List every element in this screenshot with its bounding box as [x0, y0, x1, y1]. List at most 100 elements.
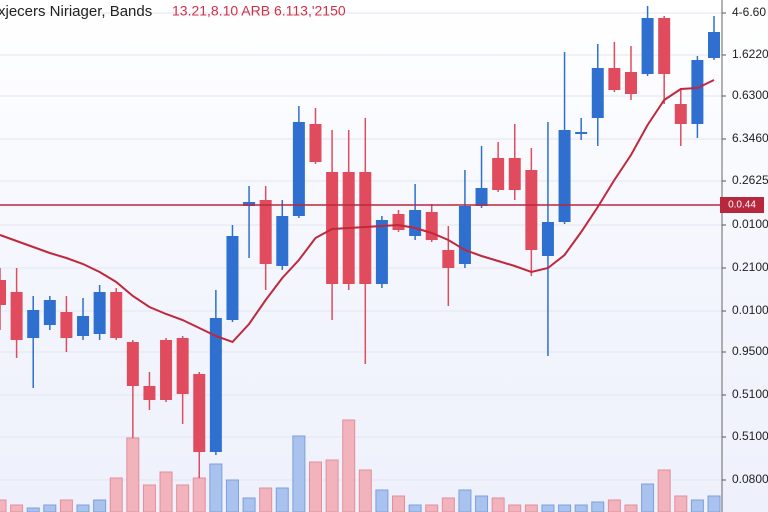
candle-body	[209, 318, 222, 452]
candle-body	[558, 130, 571, 222]
volume-bar	[707, 495, 721, 512]
candle-body	[160, 340, 173, 400]
candle-body	[591, 68, 604, 118]
volume-bar	[325, 459, 339, 512]
volume-bar	[458, 489, 472, 512]
volume-bar	[192, 477, 206, 512]
candle-body	[27, 310, 40, 338]
volume-bar	[93, 499, 107, 512]
candle-body	[243, 202, 256, 206]
candle-body	[110, 292, 123, 338]
volume-bar	[142, 484, 156, 512]
volume-bar	[624, 504, 638, 512]
y-tick-label: 6.3460	[732, 131, 768, 145]
candle-body	[60, 312, 73, 338]
y-tick-label: 4-6.60	[732, 5, 766, 19]
candle-body	[143, 386, 156, 400]
volume-bar	[491, 497, 505, 512]
candle-body	[10, 292, 23, 340]
y-tick-label: 1.6220	[732, 47, 768, 61]
candle-body	[442, 250, 455, 268]
y-tick-label: 0.0100	[732, 303, 768, 317]
volume-bar	[408, 504, 422, 512]
candle-body	[708, 32, 720, 58]
volume-bar	[524, 504, 538, 512]
candle-body	[43, 300, 56, 325]
volume-bar	[259, 487, 273, 512]
candle-body	[624, 72, 637, 94]
volume-bar	[308, 461, 322, 512]
volume-bar	[358, 469, 372, 512]
candle-body	[541, 222, 554, 256]
volume-bar	[225, 479, 239, 512]
volume-bar	[10, 504, 24, 512]
candle-body	[492, 158, 505, 190]
candle-body	[292, 122, 305, 216]
volume-bar	[558, 504, 572, 512]
volume-bar	[674, 495, 688, 512]
price-label-box	[720, 197, 764, 213]
y-tick-label: 0.2100	[732, 260, 768, 274]
volume-bar	[109, 477, 123, 512]
y-tick-label: 0.0800	[732, 472, 768, 486]
volume-bar	[441, 497, 455, 512]
volume-bar	[126, 437, 140, 512]
candle-body	[77, 316, 90, 336]
chart-title: xjecers Niriager, Bands	[0, 3, 152, 20]
volume-bar	[275, 487, 289, 512]
volume-bar	[607, 499, 621, 512]
candle-body	[93, 292, 106, 334]
moving-average	[0, 79, 715, 344]
candle-body	[392, 214, 405, 230]
volume-bar	[690, 499, 704, 512]
candle-body	[375, 220, 388, 284]
candle-body	[508, 158, 521, 190]
volume-bar	[508, 504, 522, 512]
candle-body	[608, 68, 621, 90]
volume-bar	[392, 495, 406, 512]
candle-body	[276, 216, 289, 266]
volume-bar	[76, 504, 90, 512]
candle-body	[409, 210, 422, 236]
volume-bar	[176, 484, 190, 512]
y-tick-label: 0.6300	[732, 88, 768, 102]
y-tick-label: 0.5100	[732, 387, 768, 401]
volume-bar	[541, 504, 555, 512]
candle-body	[674, 104, 687, 124]
candle-body	[226, 236, 239, 320]
volume-bar	[475, 495, 489, 512]
volume-bar	[657, 469, 671, 512]
candle-body	[458, 206, 471, 264]
y-tick-label: 0.9500	[732, 344, 768, 358]
candle-body	[641, 18, 654, 74]
volume-bar	[242, 497, 256, 512]
volume-bar	[59, 499, 73, 512]
y-tick-label: 0.0100	[732, 217, 768, 231]
volume-bar	[0, 499, 7, 512]
candle-body	[691, 60, 704, 124]
volume-bar	[591, 501, 605, 512]
candle-body	[575, 132, 588, 134]
volume-bar	[375, 489, 389, 512]
candle-body	[658, 18, 671, 74]
volume-bar	[43, 504, 57, 512]
price-label: 0.0.44	[728, 200, 756, 211]
volume-bar	[342, 419, 356, 512]
y-tick-label: 0.5100	[732, 429, 768, 443]
candle-body	[525, 170, 538, 250]
candle-body	[0, 280, 6, 305]
candle-body	[193, 374, 206, 452]
volume-bar	[425, 504, 439, 512]
volume-bar	[209, 463, 223, 512]
volume-bar	[159, 471, 173, 512]
candle-body	[475, 188, 488, 206]
chart-subtitle: 13.21,8.10 ARB 6.113,'2150	[172, 3, 346, 19]
volume-bar	[26, 507, 40, 512]
volume-bar	[292, 435, 306, 512]
volume-bar	[641, 483, 655, 512]
candle-body	[176, 338, 189, 394]
